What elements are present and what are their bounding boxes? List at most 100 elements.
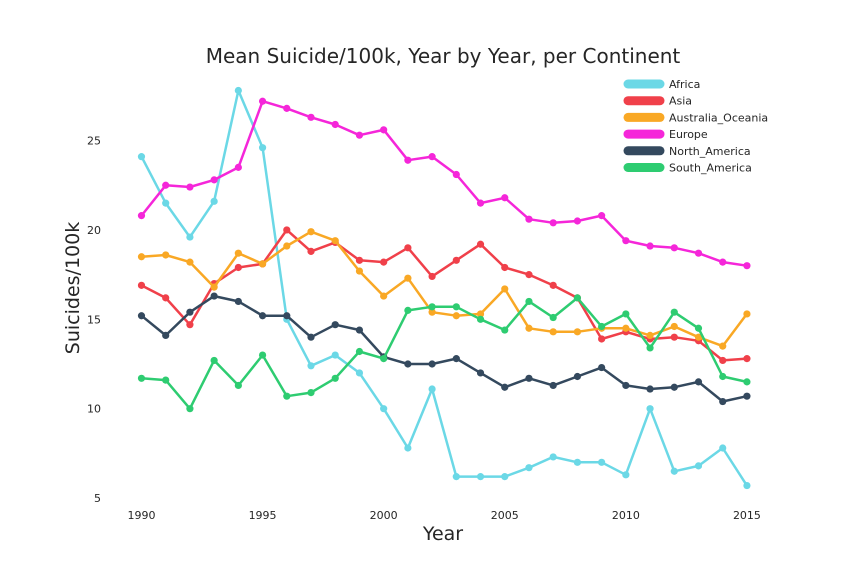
data-point	[525, 464, 533, 472]
data-point	[622, 324, 630, 332]
data-point	[452, 256, 460, 264]
series-group	[137, 86, 751, 490]
data-point	[355, 256, 364, 264]
data-point	[525, 271, 533, 279]
data-point	[380, 258, 388, 266]
data-point	[355, 267, 364, 275]
data-point	[549, 219, 557, 227]
series-line-europe	[140, 99, 749, 267]
data-point	[743, 392, 751, 400]
y-axis-label: Suicides/100k	[62, 222, 84, 354]
data-point	[501, 383, 509, 391]
data-point	[234, 263, 242, 272]
data-point	[234, 249, 242, 257]
data-point	[670, 467, 678, 475]
data-point	[404, 444, 412, 452]
data-point	[501, 473, 509, 481]
data-point	[283, 104, 291, 112]
data-point	[137, 253, 146, 261]
data-point	[622, 310, 630, 318]
legend-label: North_America	[669, 145, 751, 158]
data-point	[162, 181, 170, 189]
legend: Africa Asia Australia_Oceania Europe North_A…	[623, 78, 768, 175]
data-point	[428, 303, 436, 311]
data-point	[331, 120, 339, 129]
data-point	[525, 324, 533, 332]
x-axis-ticks: 1990 1995 2000 2005 2010 2015	[127, 509, 760, 522]
data-point	[476, 240, 485, 248]
data-point	[258, 312, 267, 320]
x-tick-label: 2015	[733, 509, 761, 522]
x-tick-label: 1995	[249, 509, 277, 522]
data-point	[743, 355, 751, 363]
data-point	[210, 283, 218, 291]
y-tick-label: 10	[87, 403, 101, 416]
data-point	[380, 292, 388, 300]
data-point	[501, 263, 509, 272]
data-point	[355, 347, 364, 356]
series-line-australia-oceania	[140, 230, 749, 348]
data-point	[258, 144, 267, 152]
data-point	[234, 381, 242, 390]
data-point	[186, 183, 194, 191]
data-point	[234, 297, 242, 306]
data-point	[355, 131, 364, 139]
data-point	[258, 260, 267, 268]
legend-label: Africa	[669, 78, 700, 91]
data-point	[210, 292, 218, 300]
data-point	[598, 458, 606, 466]
chart-title: Mean Suicide/100k, Year by Year, per Con…	[206, 44, 681, 68]
data-point	[646, 331, 654, 339]
data-point	[355, 369, 364, 377]
y-tick-label: 15	[87, 313, 101, 326]
data-point	[549, 313, 557, 322]
x-axis-label: Year	[422, 523, 463, 545]
data-point	[476, 199, 485, 207]
data-point	[743, 262, 751, 270]
data-point	[234, 163, 242, 171]
data-point	[137, 153, 146, 161]
data-point	[162, 251, 170, 259]
data-point	[694, 378, 703, 386]
data-point	[428, 385, 436, 393]
data-point	[307, 333, 315, 341]
data-point	[622, 237, 630, 245]
data-point	[404, 156, 412, 164]
data-point	[670, 333, 678, 341]
data-point	[694, 333, 703, 341]
legend-label: Australia_Oceania	[669, 111, 768, 124]
data-point	[598, 335, 606, 343]
data-point	[186, 233, 194, 241]
data-point	[137, 374, 146, 382]
data-point	[428, 360, 436, 368]
data-point	[670, 308, 678, 316]
data-point	[428, 272, 436, 281]
x-tick-label: 1990	[127, 509, 155, 522]
data-point	[694, 462, 703, 470]
data-point	[719, 444, 727, 452]
data-point	[501, 285, 509, 293]
x-tick-label: 2000	[370, 509, 398, 522]
data-point	[573, 217, 582, 225]
series-line-north-america	[140, 294, 749, 403]
data-point	[598, 322, 606, 331]
data-point	[573, 328, 582, 336]
x-tick-label: 2005	[491, 509, 519, 522]
data-point	[162, 199, 170, 207]
data-point	[428, 153, 436, 161]
data-point	[573, 458, 582, 466]
data-point	[719, 258, 727, 266]
data-point	[404, 244, 412, 252]
data-point	[694, 324, 703, 332]
data-point	[331, 374, 339, 382]
data-point	[573, 372, 582, 381]
data-point	[501, 194, 509, 202]
data-point	[186, 308, 194, 316]
data-point	[283, 392, 291, 400]
data-point	[307, 389, 315, 397]
series-line-asia	[140, 228, 749, 362]
data-point	[670, 244, 678, 252]
data-point	[646, 242, 654, 250]
data-point	[186, 258, 194, 266]
